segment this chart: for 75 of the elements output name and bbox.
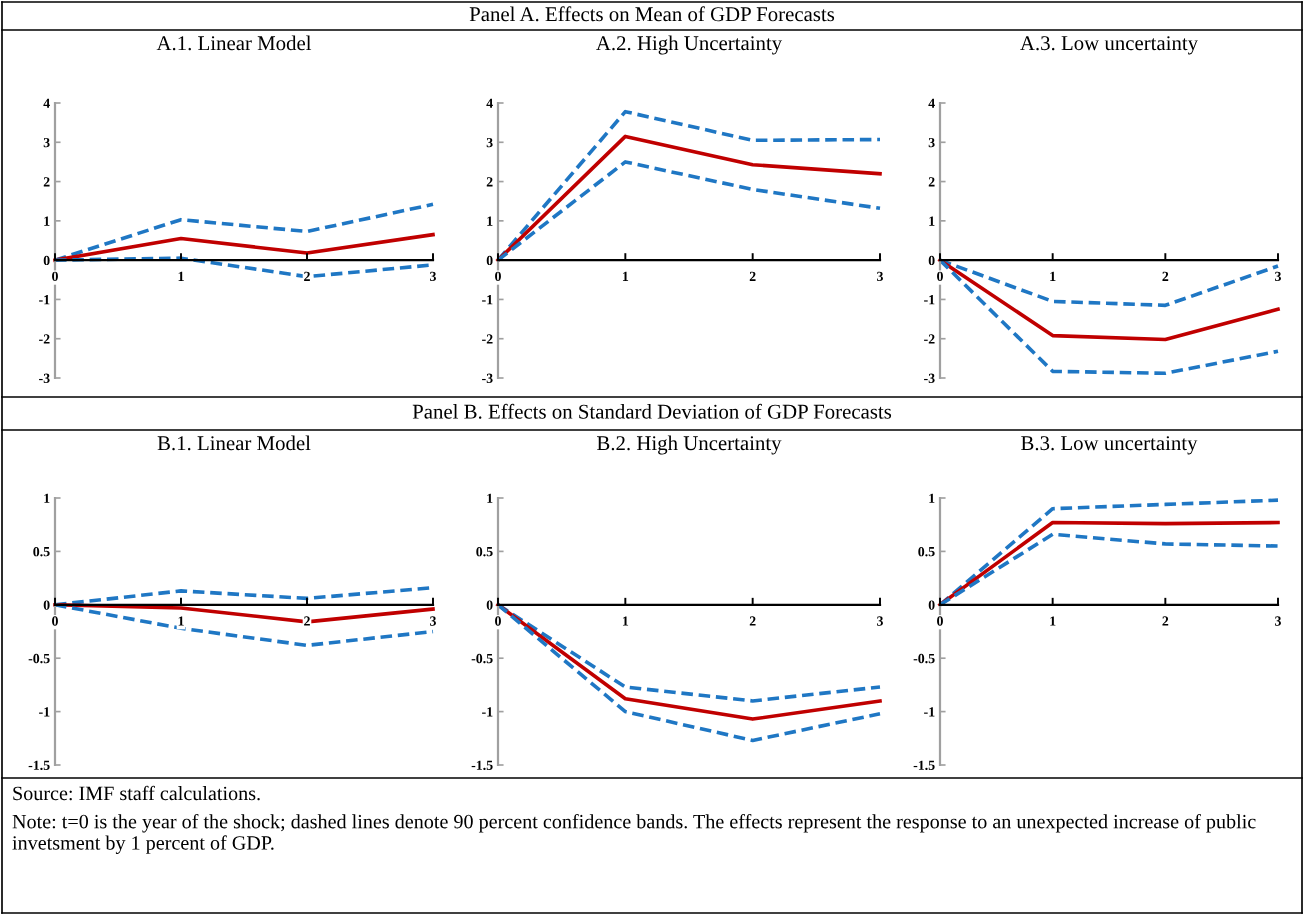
y-tick-label: 4 — [43, 98, 50, 108]
x-tick-label: 0 — [52, 616, 58, 626]
text: Panel B. Effects on Standard Deviation of GDP Forecasts — [412, 403, 892, 419]
y-tick-label: -3 — [924, 373, 935, 383]
y-tick-label: 1 — [487, 216, 493, 226]
y-tick-label: -2 — [482, 334, 493, 344]
x-tick-label: 1 — [1050, 616, 1056, 626]
y-tick-label: 2 — [928, 177, 935, 187]
y-tick-label: 3 — [43, 137, 50, 148]
y-tick-label: -0.5 — [28, 653, 50, 664]
y-tick-label: -3 — [482, 373, 493, 383]
x-tick-label: 2 — [749, 616, 756, 626]
y-tick-label: -1 — [482, 295, 493, 305]
chart-title: A.1. Linear Model — [156, 35, 312, 51]
y-tick-label: 1 — [44, 493, 50, 503]
y-tick-label: 2 — [486, 177, 493, 187]
chart-title: B.2. High Uncertainty — [597, 435, 782, 455]
y-tick-label: 1 — [929, 216, 935, 226]
y-tick-label: 3 — [486, 137, 493, 148]
y-tick-label: -1 — [39, 707, 50, 717]
x-tick-label: 3 — [430, 271, 436, 282]
y-tick-label: 0.5 — [33, 546, 50, 557]
x-tick-label: 0 — [495, 616, 501, 626]
y-tick-label: 0 — [486, 255, 493, 266]
y-tick-label: -3 — [39, 373, 50, 383]
line-series — [53, 232, 435, 262]
y-tick-label: -1.5 — [913, 760, 935, 771]
chart-title: A.2. High Uncertainty — [596, 35, 783, 55]
x-tick-label: 2 — [749, 271, 756, 281]
y-tick-label: -2 — [924, 334, 935, 344]
x-tick-label: 0 — [937, 616, 943, 626]
x-tick-label: 1 — [622, 271, 629, 281]
chart-title: A.3. Low uncertainty — [1020, 36, 1199, 55]
x-tick-label: 3 — [1275, 616, 1281, 626]
x-tick-label: 3 — [877, 616, 883, 626]
y-tick-label: 1 — [44, 216, 50, 226]
y-tick-label: -1 — [924, 295, 935, 305]
x-tick-label: 1 — [178, 616, 184, 626]
x-tick-label: 2 — [1162, 271, 1169, 281]
x-tick-label: 0 — [495, 271, 501, 282]
y-tick-label: -1 — [924, 707, 935, 717]
y-tick-label: 1 — [487, 493, 493, 503]
x-tick-label: 1 — [1050, 271, 1056, 281]
x-tick-label: 0 — [937, 271, 943, 282]
chart-title: B.1. Linear Model — [157, 435, 311, 451]
x-tick-label: 3 — [430, 616, 436, 626]
y-tick-label: -1.5 — [28, 760, 50, 771]
y-tick-label: 2 — [43, 177, 50, 187]
x-tick-label: 1 — [178, 271, 184, 281]
y-tick-label: 0 — [43, 255, 50, 266]
y-tick-label: -1 — [39, 295, 50, 305]
x-tick-label: 2 — [1162, 616, 1169, 626]
y-tick-label: -1.5 — [471, 760, 493, 771]
y-tick-label: 3 — [928, 137, 935, 148]
y-tick-label: 0 — [486, 600, 493, 610]
text: Panel A. Effects on Mean of GDP Forecasts — [469, 6, 835, 22]
text: Note: t=0 is the year of the shock; dashed lines denote 90 percent confidence bands. The effects represent the response to an unexpected increase of public invetsment by 1 percent of GDP. — [12, 814, 1256, 854]
y-tick-label: -0.5 — [913, 653, 935, 664]
y-tick-label: 4 — [928, 98, 935, 108]
chart-title: B.3. Low uncertainty — [1021, 436, 1198, 455]
y-tick-label: -1 — [482, 707, 493, 717]
y-tick-label: -0.5 — [471, 653, 493, 664]
x-tick-label: 3 — [1275, 271, 1281, 282]
x-tick-label: 1 — [622, 616, 629, 626]
y-tick-label: -2 — [39, 334, 50, 344]
x-tick-label: 3 — [877, 271, 883, 282]
y-tick-label: 0 — [928, 600, 935, 610]
y-tick-label: 0.5 — [476, 546, 493, 557]
y-tick-label: 0 — [928, 255, 935, 266]
source-note: Source: IMF staff calculations. — [13, 785, 260, 801]
y-tick-label: 0.5 — [918, 546, 935, 557]
y-tick-label: 1 — [929, 493, 935, 503]
x-tick-label: 0 — [52, 271, 58, 282]
y-tick-label: 4 — [486, 98, 493, 108]
y-tick-label: 0 — [43, 600, 50, 610]
